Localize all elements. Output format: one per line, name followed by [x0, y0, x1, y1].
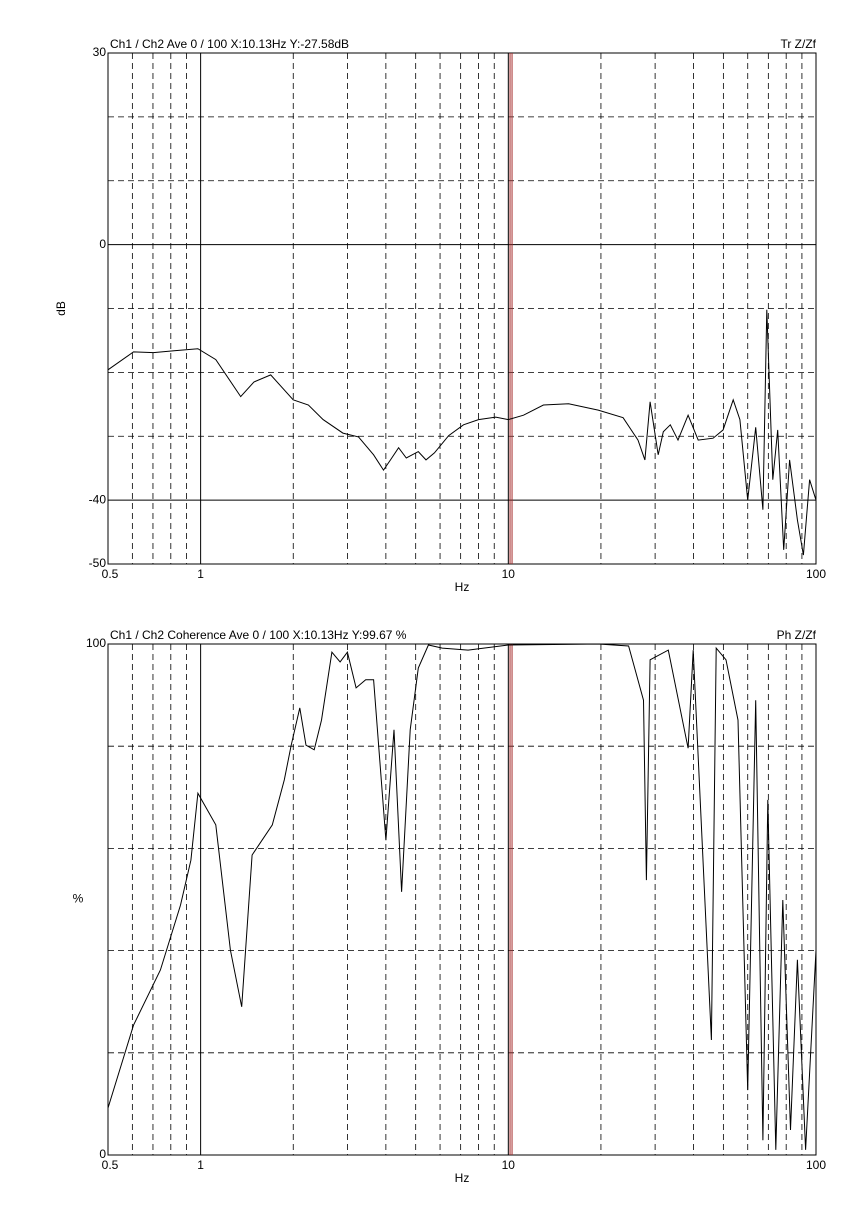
y-axis-label: dB	[54, 301, 68, 316]
y-axis-label: %	[73, 892, 84, 906]
trace-label: Ph Z/Zf	[777, 628, 817, 642]
x-tick-label: 10	[502, 567, 516, 581]
data-line	[107, 309, 817, 556]
x-tick-label: 100	[806, 567, 826, 581]
y-tick-label: 0	[99, 1147, 106, 1161]
x-tick-label: 1	[197, 567, 204, 581]
y-tick-label: -40	[89, 492, 107, 506]
trace-label: Tr Z/Zf	[780, 37, 816, 51]
data-line	[107, 643, 817, 1150]
plot-frame	[107, 643, 817, 1156]
x-axis-label: Hz	[455, 580, 470, 594]
x-tick-label: 10	[502, 1158, 516, 1172]
x-axis-label: Hz	[455, 1171, 470, 1185]
x-tick-label: 100	[806, 1158, 826, 1172]
plot-header: Ch1 / Ch2 Coherence Ave 0 / 100 X:10.13H…	[110, 628, 407, 642]
y-tick-label: 100	[86, 636, 106, 650]
x-tick-label: 0.5	[102, 1158, 119, 1172]
y-tick-label: 0	[99, 237, 106, 251]
plot-frame	[107, 52, 817, 565]
x-tick-label: 1	[197, 1158, 204, 1172]
y-tick-label: 30	[93, 45, 107, 59]
plot-header: Ch1 / Ch2 Ave 0 / 100 X:10.13Hz Y:-27.58…	[110, 37, 349, 51]
x-tick-label: 0.5	[102, 567, 119, 581]
y-tick-label: -50	[89, 556, 107, 570]
